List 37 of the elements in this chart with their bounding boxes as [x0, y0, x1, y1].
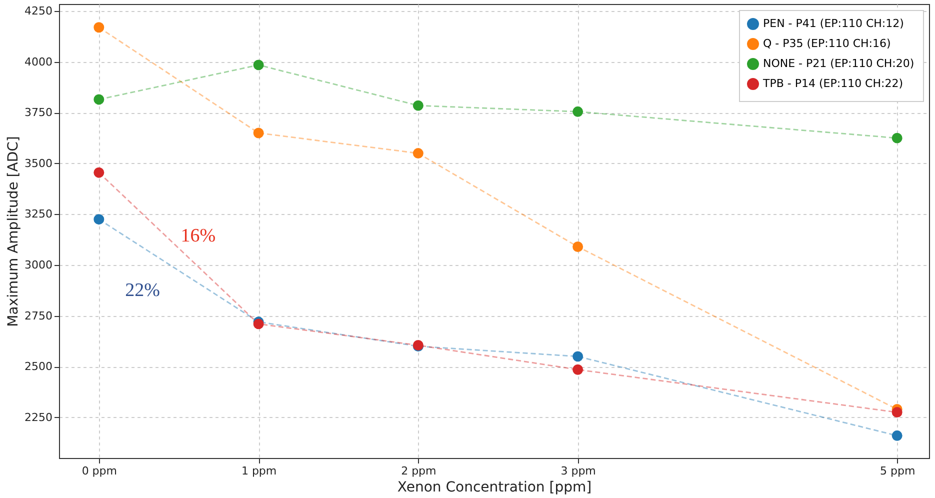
annotation: 22% — [125, 280, 160, 302]
y-tick-label: 3000 — [24, 258, 52, 272]
annotation: 16% — [180, 226, 216, 247]
x-axis-title: Xenon Concentration [ppm] — [397, 480, 592, 496]
legend-label: PEN - P41 (EP:110 CH:12) — [763, 17, 904, 30]
point — [572, 242, 584, 252]
y-tick-label: 3500 — [24, 156, 52, 170]
point — [892, 407, 902, 418]
x-tick-label: 5 ppm — [880, 464, 916, 478]
point — [572, 351, 584, 362]
y-tick-label: 2500 — [24, 360, 52, 374]
point — [94, 214, 104, 225]
x-tick-label: 0 ppm — [82, 464, 117, 478]
y-axis-title: Maximum Amplitude [ADC] — [6, 136, 22, 327]
legend-label: TPB - P14 (EP:110 CH:22) — [762, 77, 904, 90]
point — [253, 128, 264, 138]
legend-label: Q - P35 (EP:110 CH:16) — [763, 37, 891, 50]
point — [892, 430, 902, 441]
y-tick-label: 3250 — [24, 208, 52, 221]
x-tick-label: 2 ppm — [401, 464, 436, 478]
point — [572, 106, 584, 117]
point — [892, 132, 902, 144]
x-tick-label: 1 ppm — [241, 464, 277, 478]
y-tick-label: 4000 — [24, 55, 52, 68]
point — [94, 22, 104, 33]
x-tick-label: 3 ppm — [560, 464, 596, 478]
y-tick-label: 2250 — [24, 410, 52, 424]
point — [94, 94, 104, 105]
y-tick-label: 2750 — [24, 309, 52, 322]
point — [412, 100, 424, 111]
y-tick-label: 3750 — [24, 106, 52, 120]
point — [572, 364, 584, 375]
point — [94, 167, 104, 178]
point — [253, 60, 264, 70]
point — [412, 148, 424, 159]
y-tick-label: 4250 — [24, 4, 52, 18]
legend-label: NONE - P21 (EP:110 CH:20) — [763, 57, 914, 70]
